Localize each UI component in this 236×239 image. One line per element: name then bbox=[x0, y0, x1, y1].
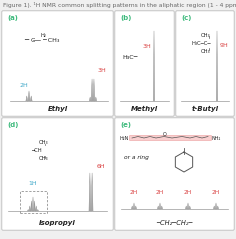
Text: (d): (d) bbox=[7, 122, 18, 128]
Text: CH₃: CH₃ bbox=[39, 157, 49, 162]
Polygon shape bbox=[217, 206, 219, 209]
Text: H₃C─C─: H₃C─C─ bbox=[191, 40, 211, 45]
Polygon shape bbox=[185, 206, 187, 209]
Text: H₂N: H₂N bbox=[120, 136, 129, 141]
Polygon shape bbox=[31, 201, 32, 211]
Polygon shape bbox=[91, 173, 93, 211]
FancyBboxPatch shape bbox=[176, 11, 234, 116]
Polygon shape bbox=[157, 206, 159, 209]
Polygon shape bbox=[187, 203, 189, 209]
Text: or a ring: or a ring bbox=[124, 156, 149, 161]
Text: ─ CH₃: ─ CH₃ bbox=[42, 38, 59, 43]
Polygon shape bbox=[133, 203, 135, 209]
Text: 9H: 9H bbox=[220, 43, 228, 48]
Text: Figure 1). ¹H NMR common splitting patterns in the aliphatic region (1 - 4 ppm): Figure 1). ¹H NMR common splitting patte… bbox=[3, 2, 236, 8]
Text: CH₃: CH₃ bbox=[201, 49, 211, 54]
Polygon shape bbox=[215, 203, 217, 209]
Polygon shape bbox=[89, 97, 91, 101]
Polygon shape bbox=[28, 91, 30, 101]
Text: 3H: 3H bbox=[143, 44, 151, 49]
FancyBboxPatch shape bbox=[115, 11, 174, 116]
Polygon shape bbox=[213, 206, 215, 209]
FancyBboxPatch shape bbox=[2, 118, 113, 230]
Text: CH₃: CH₃ bbox=[39, 141, 49, 146]
Polygon shape bbox=[30, 96, 32, 101]
Polygon shape bbox=[131, 206, 133, 209]
Polygon shape bbox=[93, 79, 95, 101]
Polygon shape bbox=[153, 31, 155, 101]
Bar bbox=[20, 191, 47, 213]
Polygon shape bbox=[216, 31, 218, 101]
Polygon shape bbox=[37, 210, 38, 211]
Text: ─: ─ bbox=[24, 37, 28, 43]
Text: 2H: 2H bbox=[184, 190, 192, 195]
Text: 3H: 3H bbox=[98, 68, 106, 73]
Polygon shape bbox=[32, 197, 34, 211]
Text: Isopropyl: Isopropyl bbox=[39, 220, 76, 226]
Text: NH₂: NH₂ bbox=[212, 136, 221, 141]
Text: CH₃: CH₃ bbox=[201, 33, 211, 38]
Polygon shape bbox=[161, 206, 163, 209]
Polygon shape bbox=[91, 79, 93, 101]
Polygon shape bbox=[95, 97, 97, 101]
Polygon shape bbox=[34, 201, 35, 211]
Text: 2H: 2H bbox=[156, 190, 164, 195]
Polygon shape bbox=[135, 206, 137, 209]
Text: Ethyl: Ethyl bbox=[47, 106, 67, 112]
Polygon shape bbox=[189, 206, 190, 209]
Text: 2H: 2H bbox=[212, 190, 220, 195]
Text: (a): (a) bbox=[7, 15, 18, 21]
FancyBboxPatch shape bbox=[115, 118, 234, 230]
Text: ─CH: ─CH bbox=[31, 148, 42, 153]
Text: (b): (b) bbox=[120, 15, 131, 21]
Polygon shape bbox=[89, 173, 91, 211]
Text: t-Butyl: t-Butyl bbox=[191, 106, 219, 112]
Polygon shape bbox=[26, 96, 28, 101]
Text: (e): (e) bbox=[120, 122, 131, 128]
Polygon shape bbox=[36, 206, 37, 211]
Text: H₃C─: H₃C─ bbox=[122, 54, 137, 60]
FancyBboxPatch shape bbox=[2, 11, 113, 116]
Text: 6H: 6H bbox=[97, 164, 105, 169]
Polygon shape bbox=[159, 203, 161, 209]
Text: 2H: 2H bbox=[20, 83, 28, 88]
Text: ─CH₂─CH₂─: ─CH₂─CH₂─ bbox=[156, 220, 193, 226]
Polygon shape bbox=[29, 206, 30, 211]
Text: 1H: 1H bbox=[29, 181, 37, 186]
Text: O: O bbox=[163, 132, 167, 137]
Polygon shape bbox=[28, 210, 29, 211]
Text: (c): (c) bbox=[181, 15, 191, 21]
Text: C: C bbox=[31, 38, 35, 43]
Text: Methyl: Methyl bbox=[131, 106, 158, 112]
Text: H₂: H₂ bbox=[40, 33, 46, 38]
FancyBboxPatch shape bbox=[130, 136, 211, 141]
Text: 2H: 2H bbox=[130, 190, 138, 195]
